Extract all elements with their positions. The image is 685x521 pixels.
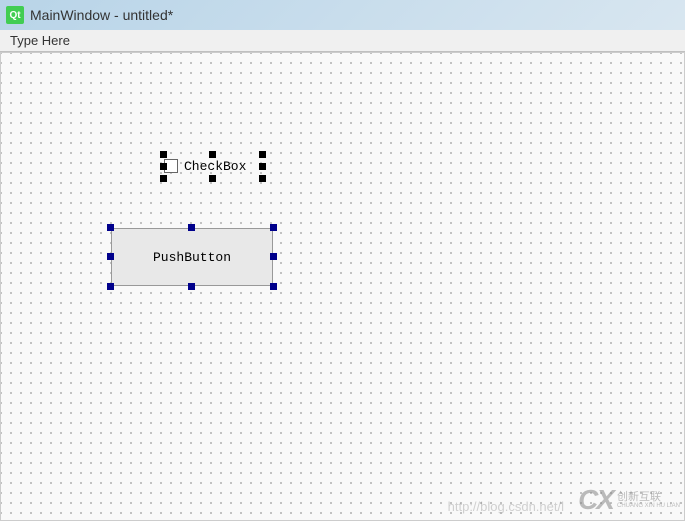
window-title: MainWindow - untitled*: [30, 7, 173, 23]
resize-handle[interactable]: [160, 151, 167, 158]
watermark-logo-cn: 创新互联: [617, 491, 680, 503]
pushbutton-widget[interactable]: PushButton: [111, 228, 273, 286]
resize-handle[interactable]: [259, 151, 266, 158]
design-canvas[interactable]: CheckBox PushButton http://blog.csdn.net…: [0, 52, 685, 521]
menubar-type-here[interactable]: Type Here: [4, 31, 76, 50]
resize-handle[interactable]: [107, 283, 114, 290]
watermark-logo-mark: CX: [578, 484, 613, 516]
resize-handle[interactable]: [188, 224, 195, 231]
resize-handle[interactable]: [259, 163, 266, 170]
watermark-logo: CX 创新互联 CHUANG XIN HU LIAN: [578, 484, 680, 516]
resize-handle[interactable]: [270, 283, 277, 290]
resize-handle[interactable]: [107, 224, 114, 231]
watermark-logo-py: CHUANG XIN HU LIAN: [617, 503, 680, 510]
menubar[interactable]: Type Here: [0, 30, 685, 52]
resize-handle[interactable]: [259, 175, 266, 182]
checkbox-label: CheckBox: [184, 159, 246, 174]
resize-handle[interactable]: [270, 224, 277, 231]
resize-handle[interactable]: [107, 253, 114, 260]
resize-handle[interactable]: [160, 163, 167, 170]
titlebar: Qt MainWindow - untitled*: [0, 0, 685, 30]
resize-handle[interactable]: [209, 151, 216, 158]
resize-handle[interactable]: [270, 253, 277, 260]
checkbox-widget[interactable]: CheckBox: [164, 155, 262, 177]
watermark-url: http://blog.csdn.net/l: [448, 499, 564, 514]
resize-handle[interactable]: [160, 175, 167, 182]
pushbutton-label: PushButton: [153, 250, 231, 265]
resize-handle[interactable]: [188, 283, 195, 290]
qt-icon: Qt: [6, 6, 24, 24]
resize-handle[interactable]: [209, 175, 216, 182]
